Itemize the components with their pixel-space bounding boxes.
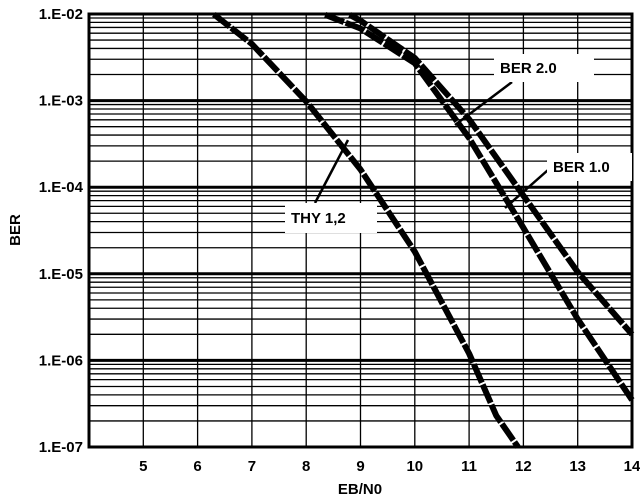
annotation-leader-line [313,139,350,204]
x-tick-labels: 5 6 7 8 9 10 11 12 13 14 [139,458,640,475]
y-tick-label: 1.E-07 [39,439,83,456]
annotation-box [494,54,594,82]
x-tick-label: 13 [569,458,586,475]
x-tick-label: 6 [193,458,201,475]
series-line-ber-1-0 [324,12,635,402]
plot-frame [87,12,634,449]
series-lines [212,12,635,449]
y-tick-label: 1.E-06 [39,352,83,369]
y-tick-label: 1.E-05 [39,266,83,283]
x-tick-label: 10 [406,458,423,475]
annotation-label: BER 2.0 [500,60,557,77]
y-axis-label: BER [7,214,24,246]
x-tick-label: 12 [515,458,532,475]
x-tick-label: 5 [139,458,147,475]
annotation-label: THY 1,2 [291,210,346,227]
series-line-thy-1-2 [212,12,521,449]
x-axis-label: EB/N0 [338,481,382,498]
x-tick-label: 9 [356,458,364,475]
annotation-box [547,153,632,181]
x-tick-label: 14 [624,458,640,475]
annotation-box [285,203,377,233]
y-tick-labels: 1.E-02 1.E-03 1.E-04 1.E-05 1.E-06 1.E-07 [39,6,84,456]
annotation-leader-line [454,81,513,126]
x-tick-label: 7 [248,458,256,475]
series-line-ber-2-0 [348,12,635,337]
annotations: BER 2.0 BER 1.0 THY 1,2 [285,54,632,233]
x-tick-label: 8 [302,458,310,475]
y-tick-label: 1.E-04 [39,179,84,196]
y-tick-label: 1.E-02 [39,6,83,23]
annotation-leader-line [504,169,549,209]
annotation-label: BER 1.0 [553,159,610,176]
y-tick-label: 1.E-03 [39,93,83,110]
x-tick-label: 11 [461,458,477,475]
